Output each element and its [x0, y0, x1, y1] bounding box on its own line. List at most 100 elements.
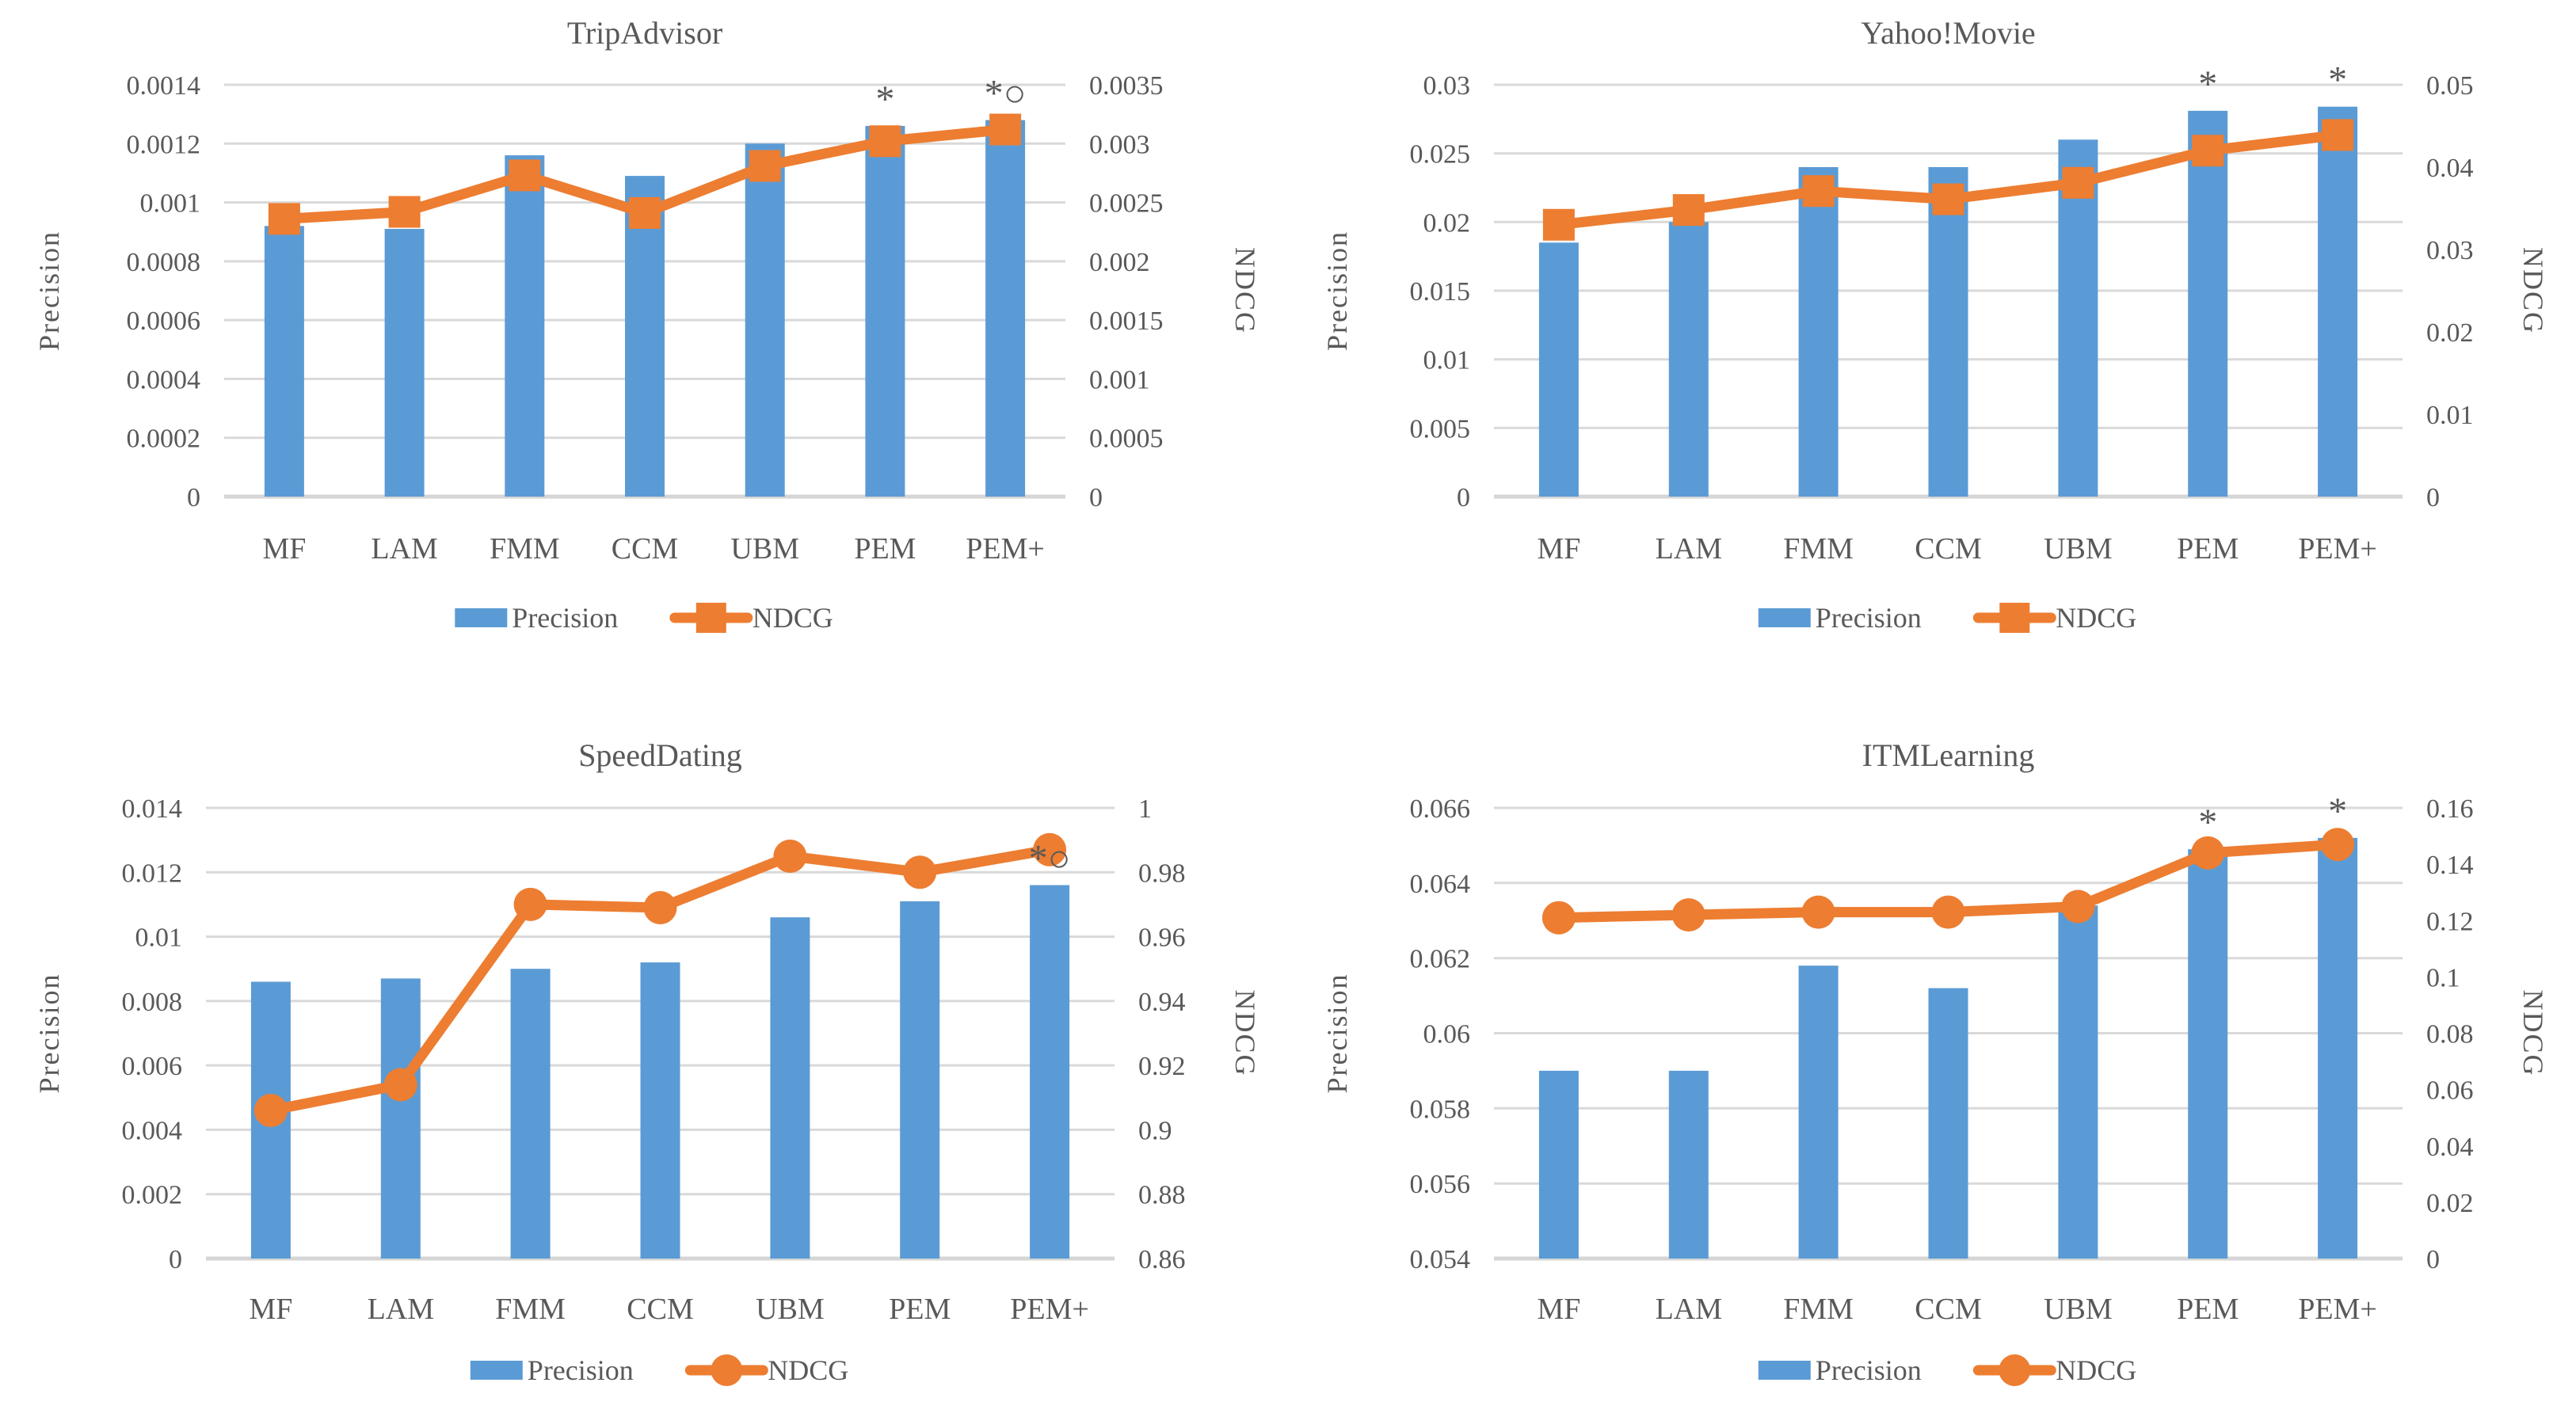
right-tick-label: 0.92	[1138, 1052, 1186, 1081]
significance-annotation-pem: *	[875, 78, 894, 120]
right-tick-label: 0.04	[2426, 154, 2474, 183]
chart-speeddating: SpeedDating 0.014 0.012 0.01 0.008 0.006 0.004…	[0, 706, 1288, 1413]
marker-pem	[2322, 119, 2354, 151]
category-label-pem: PEM	[2177, 1293, 2239, 1326]
bar-pem	[985, 120, 1026, 497]
right-tick-label: 0.05	[2426, 71, 2474, 101]
right-tick-label: 0	[1089, 483, 1103, 512]
marker-mf	[1541, 901, 1576, 935]
right-tick-label: 0.88	[1138, 1181, 1186, 1210]
bar-ubm	[2058, 905, 2098, 1259]
category-label-mf: MF	[1537, 1293, 1580, 1326]
right-tick-label: 1	[1138, 794, 1152, 824]
ndcg-markers	[253, 832, 1067, 1127]
left-axis-ticks: 0.014 0.012 0.01 0.008 0.006 0.004 0.002 0	[122, 794, 183, 1274]
category-label-ubm: UBM	[730, 532, 799, 566]
left-tick-label: 0	[1457, 483, 1470, 512]
left-tick-label: 0.015	[1410, 277, 1471, 307]
left-tick-label: 0.0002	[127, 425, 201, 454]
legend-precision-label: Precision	[1816, 602, 1922, 634]
category-label-lam: LAM	[368, 1293, 434, 1326]
bar-lam	[1668, 1070, 1709, 1259]
category-label-mf: MF	[1537, 532, 1580, 566]
ndcg-markers	[268, 113, 1022, 235]
marker-lam	[1671, 898, 1705, 932]
bar-pem	[2318, 837, 2358, 1259]
bar-mf	[1538, 1070, 1579, 1259]
category-label-pem: PEM	[889, 1293, 951, 1326]
left-tick-label: 0	[187, 483, 200, 512]
marker-ubm	[749, 150, 781, 182]
left-tick-label: 0.025	[1410, 140, 1471, 169]
chart-svg-speeddating: SpeedDating 0.014 0.012 0.01 0.008 0.006 0.004…	[33, 737, 1261, 1386]
legend: Precision NDCG	[455, 602, 833, 634]
right-tick-label: 0.16	[2426, 794, 2474, 824]
left-axis-ticks: 0.066 0.064 0.062 0.06 0.058 0.056 0.054	[1410, 794, 1471, 1274]
bar-mf	[264, 226, 304, 497]
left-tick-label: 0.054	[1410, 1245, 1471, 1274]
right-tick-label: 0.0035	[1089, 71, 1164, 101]
left-tick-label: 0.03	[1423, 71, 1471, 101]
legend: Precision NDCG	[470, 1354, 848, 1386]
marker-pem	[2321, 828, 2355, 862]
left-axis-title: Precision	[1321, 230, 1353, 351]
category-label-lam: LAM	[1656, 1293, 1722, 1326]
marker-mf	[253, 1094, 288, 1127]
category-label-fmm: FMM	[1783, 532, 1854, 566]
marker-lam	[383, 1068, 417, 1102]
bar-fmm	[510, 969, 551, 1259]
legend-precision-label: Precision	[512, 602, 618, 634]
marker-fmm	[513, 887, 547, 921]
significance-annotation-pem: *	[2328, 59, 2347, 101]
left-tick-label: 0.06	[1423, 1020, 1471, 1049]
bar-pem	[2188, 849, 2228, 1259]
left-axis-title: Precision	[33, 973, 65, 1094]
bar-lam	[384, 229, 425, 497]
legend: Precision NDCG	[1758, 1354, 2136, 1386]
left-tick-label: 0.056	[1410, 1170, 1471, 1199]
marker-ubm	[2062, 166, 2094, 199]
left-axis-title: Precision	[33, 230, 65, 351]
marker-ccm	[643, 891, 677, 924]
left-tick-label: 0.01	[135, 924, 183, 953]
legend-ndcg-marker	[711, 1354, 743, 1386]
bar-pem	[2188, 110, 2228, 497]
category-label-pem: PEM+	[966, 532, 1045, 566]
category-label-lam: LAM	[371, 532, 437, 566]
marker-pem	[989, 113, 1022, 146]
category-label-mf: MF	[262, 532, 306, 566]
category-label-pem: PEM+	[1010, 1293, 1089, 1326]
right-tick-label: 0.03	[2426, 236, 2474, 265]
bar-fmm	[1798, 167, 1839, 497]
chart-svg-yahoo-movie: Yahoo!Movie0.030.0250.020.0150.010.00500…	[1321, 15, 2549, 634]
marker-pem	[1033, 832, 1067, 866]
category-labels: MF LAM FMM CCM UBM PEM PEM+	[249, 1293, 1088, 1326]
right-tick-label: 0.14	[2426, 851, 2474, 880]
right-axis-ticks: 1 0.98 0.96 0.94 0.92 0.9 0.88 0.86	[1138, 794, 1186, 1274]
right-axis-title: NDCG	[1229, 989, 1261, 1076]
legend-precision-swatch	[1758, 608, 1811, 627]
left-axis-ticks: 0.03 0.025 0.02 0.015 0.01 0.005 0	[1410, 71, 1471, 512]
category-label-fmm: FMM	[1783, 1293, 1854, 1326]
category-label-fmm: FMM	[490, 532, 560, 566]
legend-ndcg-marker	[1999, 1354, 2031, 1386]
right-tick-label: 0.0025	[1089, 189, 1164, 219]
right-tick-label: 0.86	[1138, 1245, 1186, 1274]
bar-lam	[380, 978, 421, 1259]
marker-fmm	[1801, 895, 1835, 929]
left-tick-label: 0.0004	[127, 365, 201, 394]
category-labels: MF LAM FMM CCM UBM PEM PEM+	[1537, 532, 2376, 566]
marker-lam	[1672, 194, 1705, 227]
marker-mf	[268, 203, 300, 235]
legend-ndcg-label: NDCG	[753, 602, 833, 634]
right-tick-label: 0.96	[1138, 924, 1186, 953]
marker-fmm	[509, 159, 541, 192]
right-tick-label: 0	[2426, 1245, 2440, 1274]
category-label-pem: PEM+	[2298, 1293, 2377, 1326]
left-tick-label: 0.02	[1423, 208, 1471, 238]
left-tick-label: 0.0008	[127, 248, 201, 277]
right-axis-title: NDCG	[1229, 247, 1261, 334]
category-label-mf: MF	[249, 1293, 292, 1326]
right-tick-label: 0.9	[1138, 1116, 1172, 1145]
